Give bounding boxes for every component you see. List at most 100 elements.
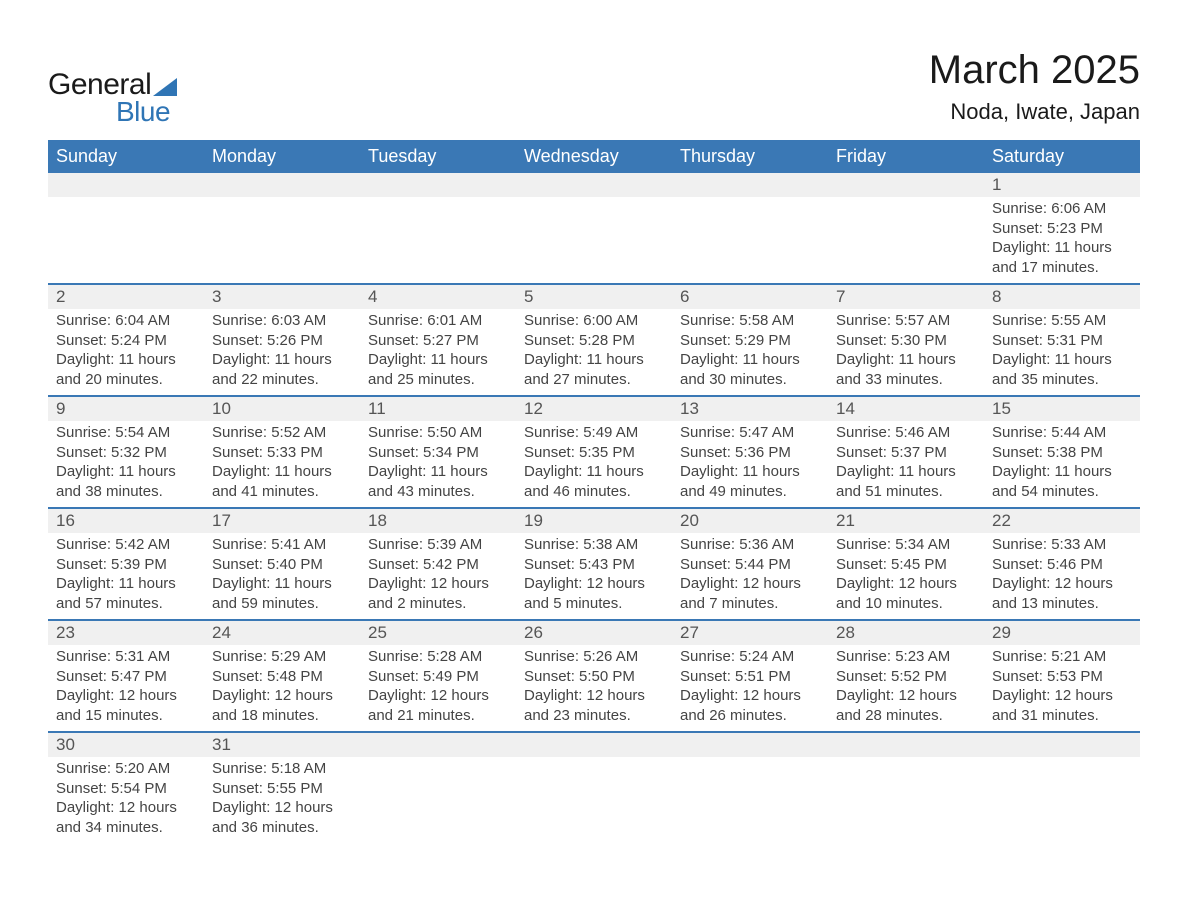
- detail-d2: and 43 minutes.: [368, 482, 508, 502]
- day-details: Sunrise: 5:46 AMSunset: 5:37 PMDaylight:…: [828, 421, 984, 507]
- day-details: Sunrise: 5:54 AMSunset: 5:32 PMDaylight:…: [48, 421, 204, 507]
- day-number: 26: [516, 621, 672, 645]
- day-number: 16: [48, 509, 204, 533]
- day-details-cell: Sunrise: 5:29 AMSunset: 5:48 PMDaylight:…: [204, 645, 360, 732]
- detail-sunset: Sunset: 5:33 PM: [212, 443, 352, 463]
- detail-d2: and 25 minutes.: [368, 370, 508, 390]
- day-details: Sunrise: 5:47 AMSunset: 5:36 PMDaylight:…: [672, 421, 828, 507]
- detail-sunrise: Sunrise: 5:47 AM: [680, 423, 820, 443]
- day-details-cell: [360, 197, 516, 284]
- day-number: 29: [984, 621, 1140, 645]
- day-number-cell: 24: [204, 620, 360, 645]
- detail-d2: and 13 minutes.: [992, 594, 1132, 614]
- week-details-row: Sunrise: 5:20 AMSunset: 5:54 PMDaylight:…: [48, 757, 1140, 843]
- day-details: Sunrise: 5:41 AMSunset: 5:40 PMDaylight:…: [204, 533, 360, 619]
- detail-sunrise: Sunrise: 5:39 AM: [368, 535, 508, 555]
- logo-word-blue: Blue: [116, 96, 170, 128]
- day-details: Sunrise: 5:31 AMSunset: 5:47 PMDaylight:…: [48, 645, 204, 731]
- day-details-cell: Sunrise: 5:46 AMSunset: 5:37 PMDaylight:…: [828, 421, 984, 508]
- day-details: Sunrise: 6:06 AMSunset: 5:23 PMDaylight:…: [984, 197, 1140, 283]
- detail-d1: Daylight: 11 hours: [992, 238, 1132, 258]
- detail-d1: Daylight: 11 hours: [836, 350, 976, 370]
- detail-d2: and 46 minutes.: [524, 482, 664, 502]
- day-details: Sunrise: 5:36 AMSunset: 5:44 PMDaylight:…: [672, 533, 828, 619]
- detail-sunrise: Sunrise: 5:41 AM: [212, 535, 352, 555]
- day-number-cell: 16: [48, 508, 204, 533]
- detail-sunset: Sunset: 5:35 PM: [524, 443, 664, 463]
- week-daynum-row: 2345678: [48, 284, 1140, 309]
- calendar-body: 1Sunrise: 6:06 AMSunset: 5:23 PMDaylight…: [48, 173, 1140, 843]
- detail-sunrise: Sunrise: 5:49 AM: [524, 423, 664, 443]
- day-number-cell: [828, 732, 984, 757]
- day-number: 8: [984, 285, 1140, 309]
- detail-d1: Daylight: 12 hours: [368, 574, 508, 594]
- detail-d2: and 27 minutes.: [524, 370, 664, 390]
- day-number: 13: [672, 397, 828, 421]
- detail-d1: Daylight: 12 hours: [992, 686, 1132, 706]
- day-number: 9: [48, 397, 204, 421]
- detail-sunset: Sunset: 5:39 PM: [56, 555, 196, 575]
- day-details-cell: Sunrise: 5:47 AMSunset: 5:36 PMDaylight:…: [672, 421, 828, 508]
- day-details-cell: Sunrise: 6:04 AMSunset: 5:24 PMDaylight:…: [48, 309, 204, 396]
- day-details-cell: Sunrise: 5:20 AMSunset: 5:54 PMDaylight:…: [48, 757, 204, 843]
- day-number-cell: [360, 732, 516, 757]
- day-number-cell: 9: [48, 396, 204, 421]
- detail-d1: Daylight: 11 hours: [680, 350, 820, 370]
- detail-sunset: Sunset: 5:53 PM: [992, 667, 1132, 687]
- calendar-table: SundayMondayTuesdayWednesdayThursdayFrid…: [48, 140, 1140, 843]
- day-details-cell: [360, 757, 516, 843]
- detail-d1: Daylight: 12 hours: [836, 574, 976, 594]
- day-details: Sunrise: 6:01 AMSunset: 5:27 PMDaylight:…: [360, 309, 516, 395]
- detail-sunrise: Sunrise: 5:23 AM: [836, 647, 976, 667]
- detail-d1: Daylight: 11 hours: [212, 462, 352, 482]
- day-details: Sunrise: 5:49 AMSunset: 5:35 PMDaylight:…: [516, 421, 672, 507]
- detail-sunset: Sunset: 5:46 PM: [992, 555, 1132, 575]
- day-details: Sunrise: 5:21 AMSunset: 5:53 PMDaylight:…: [984, 645, 1140, 731]
- detail-sunset: Sunset: 5:30 PM: [836, 331, 976, 351]
- day-details-cell: Sunrise: 6:06 AMSunset: 5:23 PMDaylight:…: [984, 197, 1140, 284]
- week-details-row: Sunrise: 5:31 AMSunset: 5:47 PMDaylight:…: [48, 645, 1140, 732]
- location: Noda, Iwate, Japan: [929, 99, 1140, 125]
- detail-d1: Daylight: 11 hours: [368, 350, 508, 370]
- day-details-cell: [828, 197, 984, 284]
- detail-d2: and 35 minutes.: [992, 370, 1132, 390]
- day-number: 18: [360, 509, 516, 533]
- day-number-cell: 26: [516, 620, 672, 645]
- detail-sunrise: Sunrise: 5:18 AM: [212, 759, 352, 779]
- detail-sunset: Sunset: 5:38 PM: [992, 443, 1132, 463]
- day-details: Sunrise: 5:58 AMSunset: 5:29 PMDaylight:…: [672, 309, 828, 395]
- detail-d2: and 7 minutes.: [680, 594, 820, 614]
- day-details-cell: Sunrise: 6:03 AMSunset: 5:26 PMDaylight:…: [204, 309, 360, 396]
- week-details-row: Sunrise: 5:54 AMSunset: 5:32 PMDaylight:…: [48, 421, 1140, 508]
- day-number-cell: 25: [360, 620, 516, 645]
- detail-sunset: Sunset: 5:42 PM: [368, 555, 508, 575]
- detail-sunrise: Sunrise: 6:06 AM: [992, 199, 1132, 219]
- day-details-cell: Sunrise: 5:44 AMSunset: 5:38 PMDaylight:…: [984, 421, 1140, 508]
- detail-sunrise: Sunrise: 5:33 AM: [992, 535, 1132, 555]
- day-number: 10: [204, 397, 360, 421]
- detail-d2: and 36 minutes.: [212, 818, 352, 838]
- detail-d1: Daylight: 12 hours: [212, 798, 352, 818]
- logo: General Blue: [48, 68, 177, 128]
- detail-d2: and 31 minutes.: [992, 706, 1132, 726]
- detail-sunrise: Sunrise: 5:26 AM: [524, 647, 664, 667]
- day-details: Sunrise: 5:20 AMSunset: 5:54 PMDaylight:…: [48, 757, 204, 843]
- day-details-cell: [204, 197, 360, 284]
- day-details-cell: [516, 757, 672, 843]
- day-number-cell: 2: [48, 284, 204, 309]
- day-details-cell: [828, 757, 984, 843]
- day-details-cell: Sunrise: 5:38 AMSunset: 5:43 PMDaylight:…: [516, 533, 672, 620]
- week-daynum-row: 16171819202122: [48, 508, 1140, 533]
- detail-sunset: Sunset: 5:32 PM: [56, 443, 196, 463]
- day-number-cell: 14: [828, 396, 984, 421]
- day-number: 15: [984, 397, 1140, 421]
- day-number-cell: 6: [672, 284, 828, 309]
- week-daynum-row: 23242526272829: [48, 620, 1140, 645]
- day-header-row: SundayMondayTuesdayWednesdayThursdayFrid…: [48, 140, 1140, 173]
- day-number-cell: 1: [984, 173, 1140, 197]
- detail-sunrise: Sunrise: 5:29 AM: [212, 647, 352, 667]
- day-details: Sunrise: 6:00 AMSunset: 5:28 PMDaylight:…: [516, 309, 672, 395]
- week-details-row: Sunrise: 5:42 AMSunset: 5:39 PMDaylight:…: [48, 533, 1140, 620]
- day-number-cell: 21: [828, 508, 984, 533]
- detail-d2: and 33 minutes.: [836, 370, 976, 390]
